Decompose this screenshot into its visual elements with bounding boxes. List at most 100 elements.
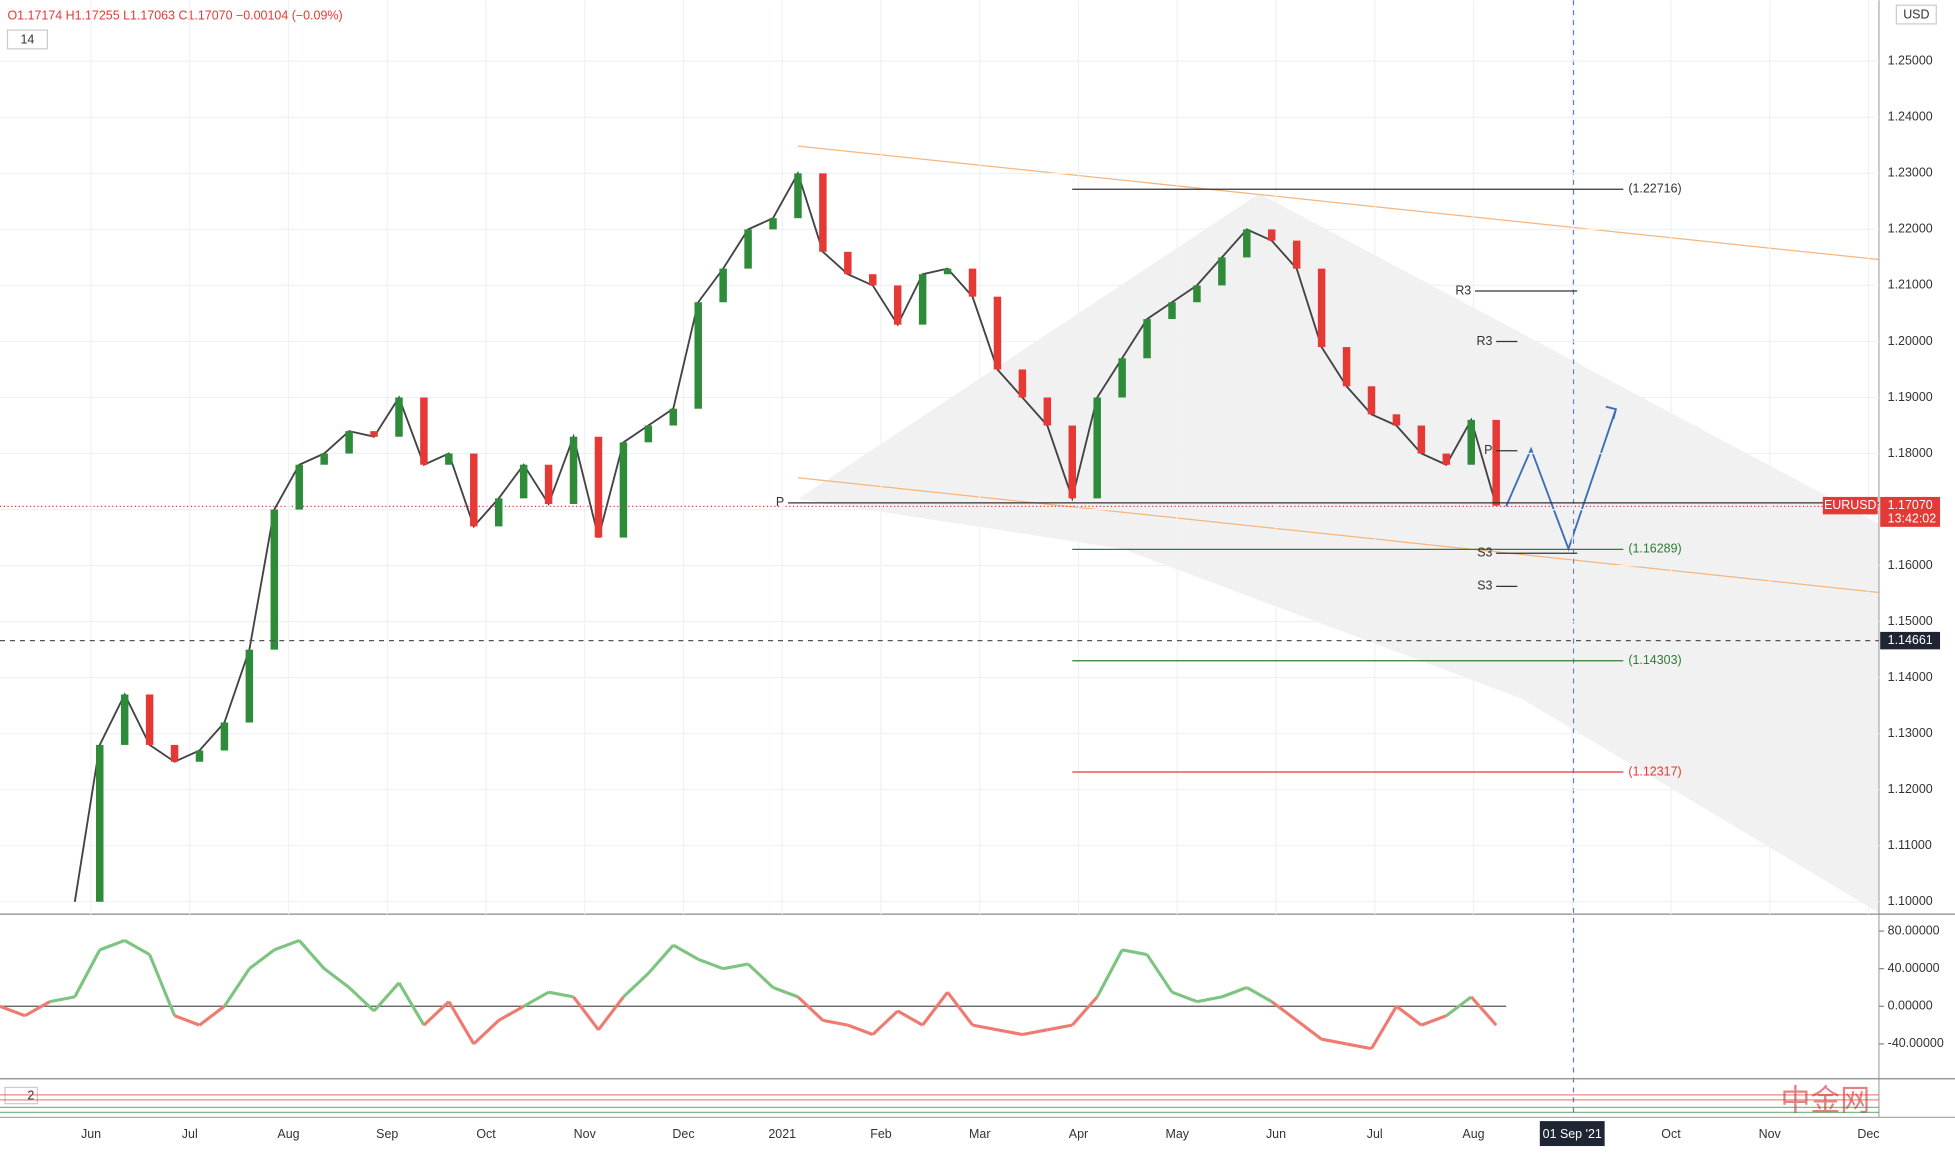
x-tick-label: May bbox=[1165, 1127, 1189, 1141]
x-tick-label: 01 Sep '21 bbox=[1543, 1127, 1602, 1141]
osc-segment bbox=[1295, 1019, 1323, 1041]
candle bbox=[694, 302, 702, 409]
osc-segment bbox=[896, 1009, 924, 1027]
osc-segment bbox=[722, 962, 749, 971]
osc-segment bbox=[397, 981, 426, 1026]
osc-tick-label: 40.00000 bbox=[1888, 961, 1940, 975]
osc-segment bbox=[24, 1000, 51, 1018]
candle bbox=[918, 274, 927, 325]
osc-segment bbox=[822, 1018, 849, 1027]
x-tick-label: Oct bbox=[476, 1127, 496, 1141]
crosshair-tag bbox=[1880, 631, 1941, 650]
x-tick-label: Apr bbox=[1069, 1127, 1088, 1141]
osc-segment bbox=[123, 939, 151, 956]
x-tick-label: Nov bbox=[1759, 1127, 1782, 1141]
trend-line bbox=[797, 477, 1880, 594]
x-tick-label: Dec bbox=[1857, 1127, 1879, 1141]
candle bbox=[719, 268, 727, 303]
osc-segment bbox=[497, 1004, 525, 1022]
candle bbox=[1218, 257, 1226, 286]
osc-segment bbox=[273, 939, 300, 952]
osc-segment bbox=[597, 995, 625, 1031]
candle bbox=[519, 464, 528, 499]
trend-line bbox=[797, 145, 1880, 261]
projection-arrow bbox=[1505, 408, 1617, 552]
candle bbox=[445, 453, 453, 465]
candle bbox=[1018, 369, 1027, 398]
indicator-box[interactable] bbox=[6, 29, 49, 50]
candle bbox=[270, 509, 279, 650]
candle bbox=[1118, 358, 1126, 398]
osc-segment bbox=[248, 948, 276, 970]
osc-segment bbox=[422, 1000, 450, 1027]
y-tick-label: 1.16000 bbox=[1888, 558, 1933, 572]
y-tick-label: 1.18000 bbox=[1888, 446, 1933, 460]
osc-segment bbox=[1047, 1023, 1073, 1032]
candle bbox=[993, 296, 1002, 370]
level-label: (1.12317) bbox=[1628, 764, 1681, 778]
osc-segment bbox=[1221, 986, 1248, 999]
osc-segment bbox=[472, 1019, 500, 1046]
candle bbox=[943, 268, 952, 275]
candle bbox=[869, 274, 877, 286]
currency-button[interactable] bbox=[1895, 4, 1937, 25]
candle bbox=[170, 744, 179, 762]
level-label: (1.16289) bbox=[1628, 542, 1681, 556]
osc-segment bbox=[1346, 1042, 1372, 1051]
osc-segment bbox=[1095, 949, 1124, 998]
candle bbox=[370, 431, 378, 437]
osc-segment bbox=[49, 995, 76, 1004]
price-tag bbox=[1880, 496, 1941, 527]
candle bbox=[1292, 240, 1301, 269]
y-tick-label: 1.13000 bbox=[1888, 726, 1933, 740]
x-tick-label: Jun bbox=[81, 1127, 101, 1141]
ohlc: O1.17174 H1.17255 L1.17063 C1.17070 −0.0… bbox=[7, 9, 342, 23]
y-tick-label: 1.23000 bbox=[1888, 166, 1933, 180]
osc-segment bbox=[1145, 953, 1174, 994]
y-tick-label: 1.24000 bbox=[1888, 110, 1933, 124]
osc-segment bbox=[672, 943, 699, 961]
symbol-tag bbox=[1822, 496, 1878, 515]
y-tick-label: 1.11000 bbox=[1888, 838, 1932, 852]
y-tick-label: 1.14000 bbox=[1888, 670, 1933, 684]
level-label: P bbox=[1484, 443, 1492, 457]
osc-segment bbox=[323, 967, 351, 989]
osc-segment bbox=[1171, 990, 1198, 1004]
level-label: (1.22716) bbox=[1628, 182, 1681, 196]
candle bbox=[569, 436, 578, 504]
level-label: (1.14303) bbox=[1628, 653, 1681, 667]
osc-segment bbox=[871, 1009, 899, 1036]
x-tick-label: Mar bbox=[969, 1127, 990, 1141]
level-label: R3 bbox=[1477, 334, 1493, 348]
candle bbox=[819, 173, 827, 252]
symbol: EURUSD bbox=[1824, 498, 1877, 512]
osc-segment bbox=[796, 995, 824, 1022]
level-label: S3 bbox=[1477, 546, 1492, 560]
x-tick-label: Aug bbox=[277, 1127, 299, 1141]
candle bbox=[1317, 268, 1326, 348]
x-tick-label: Sep bbox=[376, 1127, 398, 1141]
crosshair-label: 1.14661 bbox=[1888, 633, 1933, 647]
osc-segment bbox=[1270, 1000, 1298, 1022]
osc-segment bbox=[921, 991, 949, 1027]
osc-segment bbox=[997, 1028, 1023, 1037]
candle bbox=[220, 722, 229, 751]
y-tick-label: 1.21000 bbox=[1888, 278, 1933, 292]
y-tick-label: 1.19000 bbox=[1888, 390, 1933, 404]
osc-segment bbox=[972, 1023, 998, 1032]
osc-segment bbox=[73, 949, 102, 998]
countdown: 13:42:02 bbox=[1888, 512, 1937, 526]
y-tick-label: 1.22000 bbox=[1888, 222, 1933, 236]
candle bbox=[844, 251, 852, 275]
candle bbox=[1367, 386, 1376, 415]
candle bbox=[594, 436, 603, 538]
level-label: P bbox=[776, 495, 784, 509]
candle bbox=[470, 453, 478, 527]
osc-segment bbox=[1395, 1005, 1423, 1027]
osc-segment bbox=[1470, 995, 1498, 1027]
osc-segment bbox=[298, 939, 326, 970]
level-label: S3 bbox=[1477, 579, 1492, 593]
candle bbox=[1342, 347, 1351, 387]
osc-segment bbox=[1071, 995, 1099, 1027]
candle bbox=[295, 464, 303, 510]
